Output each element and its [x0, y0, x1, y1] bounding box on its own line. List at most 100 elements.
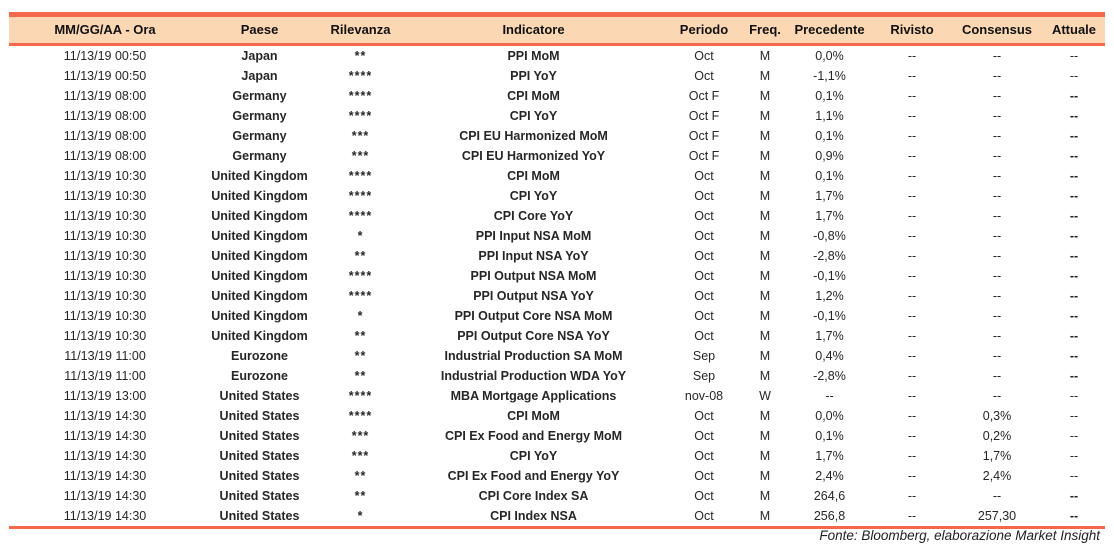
cell-country: United States: [219, 449, 300, 463]
economic-calendar-table: MM/GG/AA - Ora Paese Rilevanza Indicatore Pe…: [9, 12, 1105, 529]
cell-country: Eurozone: [231, 349, 288, 363]
cell-revised: --: [907, 409, 917, 423]
table-row: 11/13/19 13:00 United States **** MBA Mortg…: [9, 386, 1105, 406]
cell-relevance: ***: [351, 129, 370, 143]
cell-datetime: 11/13/19 08:00: [63, 89, 147, 103]
cell-datetime: 11/13/19 14:30: [63, 409, 147, 423]
cell-freq: M: [759, 49, 771, 63]
cell-actual: --: [1069, 209, 1079, 223]
cell-consensus: --: [992, 489, 1002, 503]
table-row: 11/13/19 10:30 United Kingdom ** PPI Input …: [9, 246, 1105, 266]
cell-freq: M: [759, 209, 771, 223]
cell-datetime: 11/13/19 14:30: [63, 469, 147, 483]
cell-indicator: CPI Ex Food and Energy MoM: [444, 429, 623, 443]
cell-country: United Kingdom: [211, 289, 308, 303]
cell-revised: --: [907, 69, 917, 83]
cell-consensus: --: [992, 69, 1002, 83]
cell-indicator: CPI YoY: [509, 189, 558, 203]
cell-consensus: --: [992, 149, 1002, 163]
cell-previous: 0,0%: [815, 49, 844, 63]
cell-datetime: 11/13/19 14:30: [63, 429, 147, 443]
cell-relevance: *: [357, 309, 364, 323]
cell-datetime: 11/13/19 10:30: [63, 309, 147, 323]
table-row: 11/13/19 00:50 Japan **** PPI YoY Oct M -1,1% -…: [9, 66, 1105, 86]
cell-relevance: ****: [348, 389, 373, 403]
cell-indicator: PPI Output Core NSA YoY: [457, 329, 610, 343]
cell-revised: --: [907, 289, 917, 303]
cell-consensus: --: [992, 309, 1002, 323]
cell-datetime: 11/13/19 10:30: [63, 189, 147, 203]
cell-actual: --: [1069, 69, 1079, 83]
cell-indicator: MBA Mortgage Applications: [450, 389, 617, 403]
cell-previous: 0,1%: [815, 89, 844, 103]
cell-relevance: *: [357, 229, 364, 243]
cell-country: United Kingdom: [211, 229, 308, 243]
cell-previous: -0,8%: [813, 229, 846, 243]
cell-freq: W: [759, 389, 771, 403]
cell-actual: --: [1069, 89, 1079, 103]
cell-indicator: CPI MoM: [507, 409, 560, 423]
cell-indicator: PPI Output NSA MoM: [470, 269, 597, 283]
cell-relevance: ****: [348, 269, 373, 283]
cell-consensus: --: [992, 189, 1002, 203]
table-row: 11/13/19 10:30 United Kingdom * PPI Output …: [9, 306, 1105, 326]
cell-freq: M: [759, 89, 771, 103]
column-header-1: Paese: [201, 12, 318, 46]
cell-revised: --: [907, 169, 917, 183]
cell-actual: --: [1069, 489, 1079, 503]
cell-period: Oct: [694, 169, 714, 183]
cell-consensus: --: [992, 289, 1002, 303]
cell-freq: M: [759, 409, 771, 423]
cell-indicator: PPI MoM: [507, 49, 560, 63]
cell-previous: 1,7%: [815, 209, 844, 223]
cell-previous: 1,7%: [815, 329, 844, 343]
cell-country: United States: [219, 469, 300, 483]
cell-relevance: ****: [348, 409, 373, 423]
cell-datetime: 11/13/19 11:00: [64, 369, 146, 383]
cell-datetime: 11/13/19 10:30: [63, 229, 147, 243]
cell-previous: 1,2%: [815, 289, 844, 303]
cell-period: Oct: [694, 329, 714, 343]
cell-period: Sep: [692, 369, 716, 383]
cell-datetime: 11/13/19 08:00: [63, 149, 147, 163]
cell-freq: M: [759, 229, 771, 243]
cell-freq: M: [759, 289, 771, 303]
cell-actual: --: [1069, 449, 1079, 463]
cell-actual: --: [1069, 249, 1079, 263]
cell-relevance: ****: [348, 289, 373, 303]
cell-period: Oct: [694, 429, 714, 443]
cell-country: Germany: [232, 149, 287, 163]
cell-actual: --: [1069, 369, 1079, 383]
cell-consensus: --: [992, 229, 1002, 243]
table-row: 11/13/19 10:30 United Kingdom **** CPI MoM O…: [9, 166, 1105, 186]
cell-freq: M: [759, 249, 771, 263]
cell-actual: --: [1043, 506, 1105, 529]
cell-country: Eurozone: [231, 369, 288, 383]
cell-relevance: **: [354, 249, 367, 263]
cell-relevance: ****: [348, 169, 373, 183]
cell-consensus: 257,30: [951, 506, 1043, 529]
cell-revised: --: [907, 469, 917, 483]
column-header-9: Attuale: [1043, 12, 1105, 46]
cell-freq: M: [759, 309, 771, 323]
cell-datetime: 11/13/19 00:50: [63, 69, 147, 83]
cell-period: Oct: [694, 409, 714, 423]
cell-relevance: ****: [348, 209, 373, 223]
cell-actual: --: [1069, 329, 1079, 343]
cell-previous: 0,1%: [815, 129, 844, 143]
column-header-0: MM/GG/AA - Ora: [9, 12, 201, 46]
cell-previous: --: [825, 389, 834, 403]
header-row: MM/GG/AA - Ora Paese Rilevanza Indicatore Pe…: [9, 12, 1105, 46]
cell-consensus: --: [992, 49, 1002, 63]
column-header-2: Rilevanza: [318, 12, 403, 46]
table-row: 11/13/19 14:30 United States * CPI Index NS…: [9, 506, 1105, 529]
cell-country: United Kingdom: [211, 309, 308, 323]
cell-consensus: --: [992, 169, 1002, 183]
cell-revised: --: [907, 349, 917, 363]
cell-relevance: *: [318, 506, 403, 529]
source-note: Fonte: Bloomberg, elaborazione Market In…: [819, 528, 1100, 543]
table-row: 11/13/19 14:30 United States *** CPI YoY Oct…: [9, 446, 1105, 466]
table-row: 11/13/19 10:30 United Kingdom **** CPI Core…: [9, 206, 1105, 226]
cell-datetime: 11/13/19 14:30: [63, 449, 147, 463]
table-row: 11/13/19 14:30 United States *** CPI Ex Foo…: [9, 426, 1105, 446]
